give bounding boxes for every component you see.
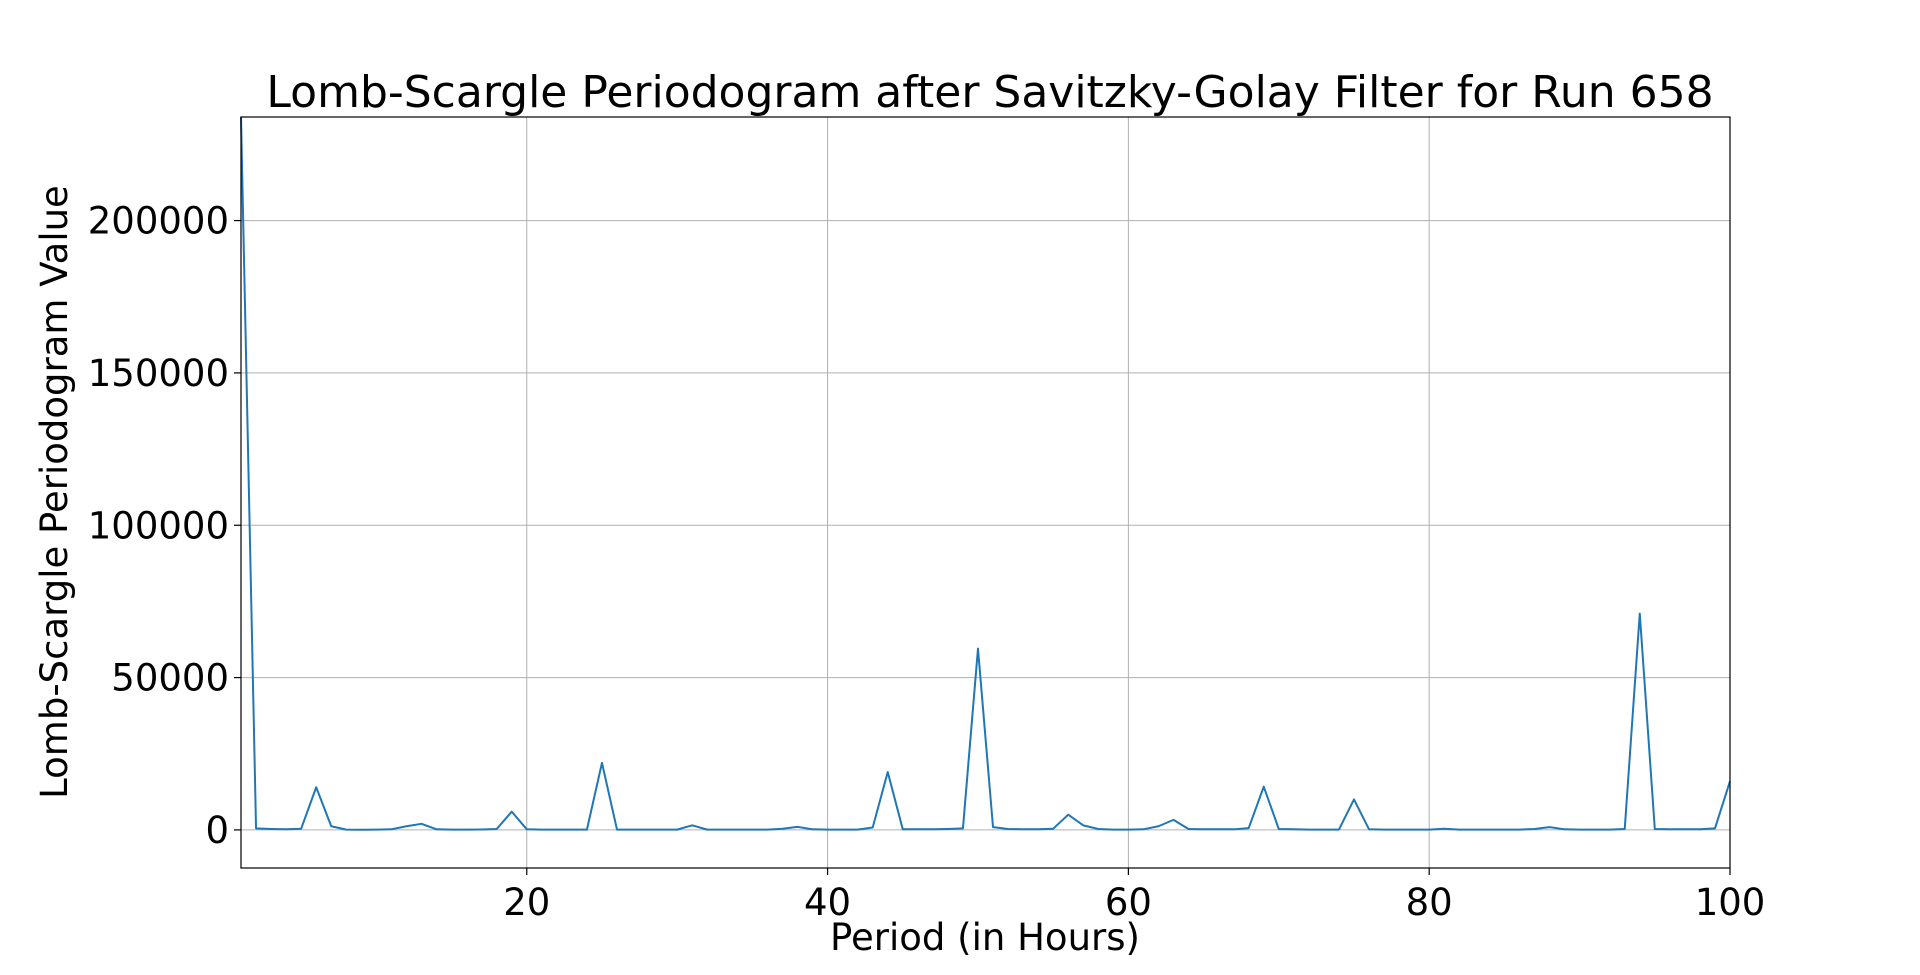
x-tick-label: 80	[1406, 881, 1453, 924]
grid-layer	[241, 117, 1730, 868]
x-tick-label: 20	[503, 881, 550, 924]
x-tick-label: 40	[804, 881, 851, 924]
periodogram-series-line	[240, 116, 1731, 831]
y-tick-label: 150000	[88, 352, 229, 395]
y-tick-label: 100000	[88, 504, 229, 547]
x-axis-ticks: 20 40 60 80 100	[503, 868, 1765, 924]
x-tick-label: 60	[1105, 881, 1152, 924]
x-tick-label: 100	[1695, 881, 1766, 924]
x-axis-label: Period (in Hours)	[830, 916, 1140, 959]
series-layer	[240, 116, 1731, 831]
y-axis-ticks: 0 50000 100000 150000 200000	[88, 200, 241, 852]
y-tick-label: 50000	[111, 657, 229, 700]
chart-title: Lomb-Scargle Periodogram after Savitzky-…	[266, 67, 1713, 118]
y-tick-label: 200000	[88, 200, 229, 243]
y-tick-label: 0	[205, 809, 229, 852]
y-axis-label: Lomb-Scargle Periodogram Value	[33, 185, 76, 799]
plot-frame	[240, 116, 1731, 869]
